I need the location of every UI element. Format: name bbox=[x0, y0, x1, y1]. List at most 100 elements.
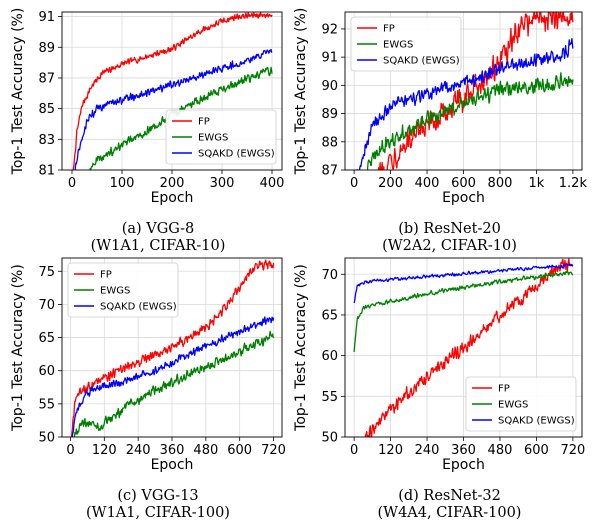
x-tick-label: 100 bbox=[110, 176, 135, 191]
y-tick-label: 55 bbox=[38, 397, 55, 412]
y-axis-label: Top-1 Test Accuracy (%) bbox=[293, 8, 309, 176]
legend-box bbox=[350, 16, 462, 72]
legend-label: EWGS bbox=[198, 133, 228, 144]
legend-item: EWGS bbox=[74, 286, 130, 297]
legend-label: SQAKD (EWGS) bbox=[383, 56, 460, 67]
y-tick-label: 75 bbox=[38, 265, 55, 280]
y-tick-label: 65 bbox=[38, 331, 55, 346]
y-tick-label: 83 bbox=[38, 133, 55, 148]
y-axis-label: Top-1 Test Accuracy (%) bbox=[293, 264, 309, 432]
series-line-sqakd-ewgs- bbox=[353, 263, 574, 304]
y-tick-label: 50 bbox=[321, 431, 338, 446]
legend-item: FP bbox=[472, 384, 510, 395]
series-group bbox=[356, 12, 574, 170]
x-axis-label: Epoch bbox=[151, 190, 194, 206]
caption-subtitle: (W2A2, CIFAR-10) bbox=[382, 238, 517, 254]
chart-b: 0 200 400 600 800 1k 1.2k 87 88 89 90 91 92 Epoch Top-… bbox=[293, 8, 588, 254]
y-tick-label: 81 bbox=[38, 164, 55, 179]
legend-box bbox=[465, 376, 577, 432]
x-tick-label: 1k bbox=[529, 176, 545, 191]
legend-item: EWGS bbox=[172, 133, 228, 144]
series-line-sqakd-ewgs- bbox=[71, 316, 275, 437]
series-line-fp bbox=[70, 259, 275, 437]
legend-label: EWGS bbox=[498, 400, 528, 411]
series-line-fp bbox=[364, 258, 574, 437]
x-tick-label: 200 bbox=[378, 176, 403, 191]
chart-d: 0 120 240 360 480 600 720 50 55 60 65 70 Epoch Top-1 … bbox=[293, 257, 585, 521]
chart-a: 0 100 200 300 400 81 83 85 87 89 91 Epoch Top-1 Test… bbox=[10, 8, 284, 254]
legend-item: SQAKD (EWGS) bbox=[472, 416, 575, 427]
legend: FP EWGS SQAKD (EWGS) bbox=[165, 109, 277, 165]
legend-item: SQAKD (EWGS) bbox=[172, 149, 275, 160]
x-tick-label: 480 bbox=[193, 443, 218, 458]
y-tick-label: 90 bbox=[321, 79, 338, 94]
legend-item: FP bbox=[172, 117, 210, 128]
x-axis-label: Epoch bbox=[442, 457, 485, 473]
x-tick-label: 240 bbox=[126, 443, 151, 458]
x-tick-label: 0 bbox=[66, 443, 74, 458]
legend-label: SQAKD (EWGS) bbox=[498, 416, 575, 427]
legend-label: FP bbox=[383, 24, 395, 35]
y-tick-label: 91 bbox=[321, 51, 338, 66]
legend-label: SQAKD (EWGS) bbox=[100, 302, 177, 313]
legend-label: FP bbox=[498, 384, 510, 395]
legend-box bbox=[165, 109, 277, 165]
legend-item: SQAKD (EWGS) bbox=[357, 56, 460, 67]
caption-subtitle: (W1A1, CIFAR-100) bbox=[86, 505, 230, 521]
x-axis-label: Epoch bbox=[442, 190, 485, 206]
x-tick-label: 200 bbox=[160, 176, 185, 191]
legend-item: EWGS bbox=[357, 40, 413, 51]
x-tick-label: 720 bbox=[560, 443, 585, 458]
y-axis-label: Top-1 Test Accuracy (%) bbox=[10, 264, 26, 432]
legend-label: FP bbox=[100, 270, 112, 281]
caption-title: (d) ResNet-32 bbox=[398, 488, 501, 504]
y-tick-label: 50 bbox=[38, 431, 55, 446]
x-tick-label: 400 bbox=[260, 176, 285, 191]
x-tick-label: 0 bbox=[350, 443, 358, 458]
caption-subtitle: (W4A4, CIFAR-100) bbox=[378, 505, 522, 521]
x-tick-label: 400 bbox=[415, 176, 440, 191]
legend-item: FP bbox=[357, 24, 395, 35]
x-tick-label: 0 bbox=[68, 176, 76, 191]
y-tick-label: 70 bbox=[38, 298, 55, 313]
x-tick-label: 240 bbox=[415, 443, 440, 458]
series-line-ewgs bbox=[366, 72, 574, 170]
series-line-sqakd-ewgs- bbox=[74, 48, 273, 170]
series-line-ewgs bbox=[73, 330, 275, 437]
y-tick-label: 91 bbox=[38, 10, 55, 25]
series-line-sqakd-ewgs- bbox=[356, 38, 574, 170]
x-tick-label: 360 bbox=[451, 443, 476, 458]
x-tick-label: 120 bbox=[378, 443, 403, 458]
legend-label: EWGS bbox=[383, 40, 413, 51]
y-tick-label: 70 bbox=[321, 268, 338, 283]
series-group bbox=[353, 258, 574, 437]
caption-title: (c) VGG-13 bbox=[117, 488, 198, 504]
y-tick-label: 65 bbox=[321, 308, 338, 323]
legend-label: FP bbox=[198, 117, 210, 128]
legend: FP EWGS SQAKD (EWGS) bbox=[350, 16, 462, 72]
legend-item: SQAKD (EWGS) bbox=[74, 302, 177, 313]
x-tick-label: 480 bbox=[488, 443, 513, 458]
legend: FP EWGS SQAKD (EWGS) bbox=[465, 376, 577, 432]
y-tick-label: 92 bbox=[321, 22, 338, 37]
x-axis-label: Epoch bbox=[151, 457, 194, 473]
caption-title: (b) ResNet-20 bbox=[398, 221, 501, 237]
x-tick-label: 1.2k bbox=[559, 176, 588, 191]
legend: FP EWGS SQAKD (EWGS) bbox=[67, 262, 179, 318]
legend-box bbox=[67, 262, 179, 318]
y-tick-label: 87 bbox=[38, 71, 55, 86]
x-tick-label: 360 bbox=[160, 443, 185, 458]
y-axis-label: Top-1 Test Accuracy (%) bbox=[10, 8, 26, 176]
y-tick-label: 55 bbox=[321, 390, 338, 405]
series-line-ewgs bbox=[353, 269, 574, 353]
series-line-fp bbox=[72, 12, 273, 170]
caption-subtitle: (W1A1, CIFAR-10) bbox=[91, 238, 226, 254]
series-group bbox=[70, 259, 275, 437]
legend-label: SQAKD (EWGS) bbox=[198, 149, 275, 160]
x-tick-label: 600 bbox=[524, 443, 549, 458]
legend-item: FP bbox=[74, 270, 112, 281]
y-tick-label: 60 bbox=[38, 364, 55, 379]
chart-c: 0 120 240 360 480 600 720 50 55 60 65 70 75 Epoch Top-… bbox=[10, 257, 286, 521]
y-tick-label: 89 bbox=[321, 107, 338, 122]
